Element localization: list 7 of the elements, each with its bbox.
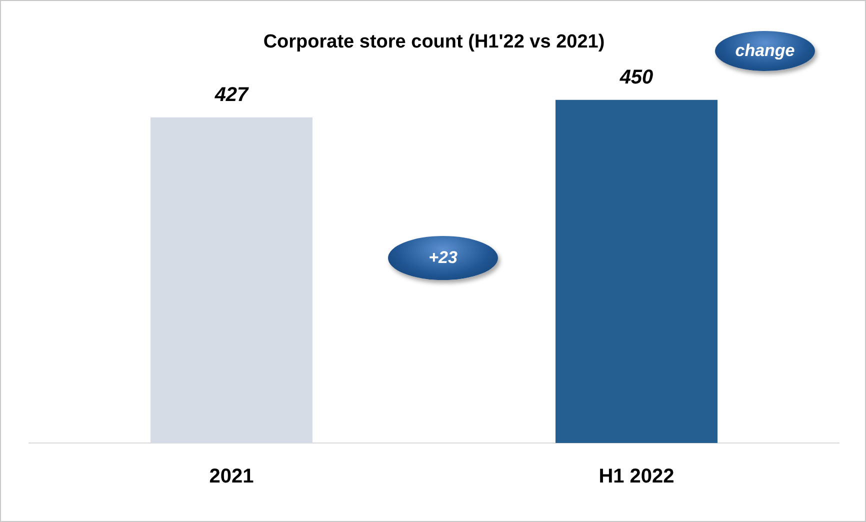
oval-badge: change: [715, 31, 815, 71]
chart-title: Corporate store count (H1'22 vs 2021): [263, 32, 605, 53]
data-label: 450: [618, 66, 654, 88]
x-tick-label: 2021: [209, 466, 254, 488]
oval-badge: +23: [388, 236, 498, 280]
data-label: 427: [214, 84, 250, 106]
x-tick-label: H1 2022: [598, 466, 674, 488]
